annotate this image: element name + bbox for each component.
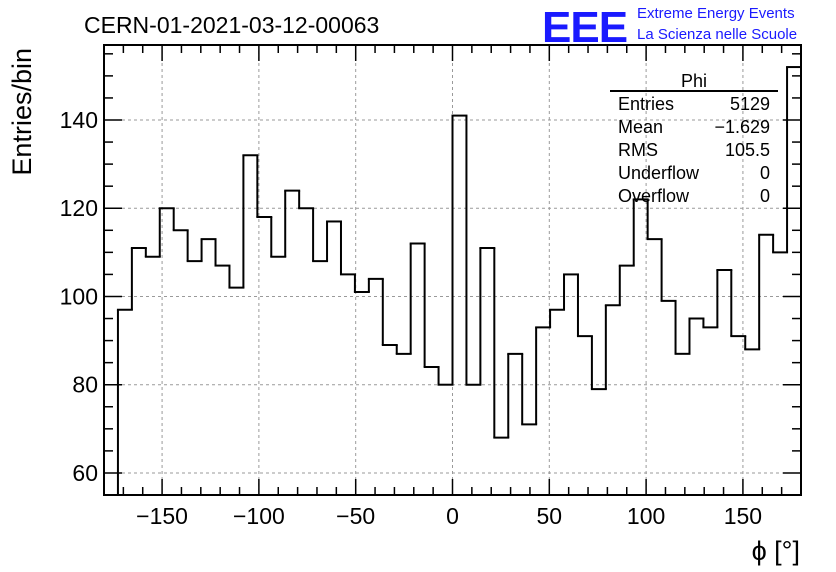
stats-label: RMS xyxy=(618,140,658,160)
stats-row-underflow: Underflow 0 xyxy=(618,163,770,183)
stats-value: −1.629 xyxy=(714,117,770,137)
histogram-bars xyxy=(103,66,802,496)
stats-value: 5129 xyxy=(730,94,770,114)
logo-line-1: Extreme Energy Events xyxy=(637,5,795,22)
y-tick-label: 140 xyxy=(60,107,98,133)
axis-ticks xyxy=(104,45,801,495)
y-tick-labels: 60 80 100 120 140 xyxy=(60,107,98,486)
chart-title: CERN-01-2021-03-12-00063 xyxy=(84,12,379,38)
eee-logo-mark: EEE xyxy=(542,3,627,52)
stats-label: Underflow xyxy=(618,163,700,183)
stats-row-rms: RMS 105.5 xyxy=(618,140,770,160)
x-axis-label: ϕ [°] xyxy=(752,536,800,566)
stats-label: Entries xyxy=(618,94,674,114)
stats-label: Mean xyxy=(618,117,663,137)
stats-box: Phi Entries 5129 Mean −1.629 RMS 105.5 U… xyxy=(610,71,778,206)
stats-label: Overflow xyxy=(618,186,690,206)
y-tick-label: 100 xyxy=(60,283,98,309)
x-tick-label: 150 xyxy=(724,503,762,529)
x-tick-label: −50 xyxy=(336,503,375,529)
stats-row-mean: Mean −1.629 xyxy=(618,117,770,137)
x-tick-label: −150 xyxy=(136,503,188,529)
x-tick-label: −100 xyxy=(233,503,285,529)
y-tick-label: 80 xyxy=(72,372,98,398)
stats-title: Phi xyxy=(681,71,707,91)
stats-row-entries: Entries 5129 xyxy=(618,94,770,114)
x-tick-label: 50 xyxy=(537,503,563,529)
stats-row-overflow: Overflow 0 xyxy=(618,186,770,206)
stats-value: 105.5 xyxy=(725,140,770,160)
y-tick-label: 120 xyxy=(60,195,98,221)
stats-value: 0 xyxy=(760,163,770,183)
stats-value: 0 xyxy=(760,186,770,206)
x-tick-labels: −150 −100 −50 0 50 100 150 xyxy=(136,503,762,529)
y-axis-label: Entries/bin xyxy=(7,48,37,176)
logo-line-2: La Scienza nelle Scuole xyxy=(637,26,797,43)
y-tick-label: 60 xyxy=(72,460,98,486)
x-tick-label: 100 xyxy=(627,503,665,529)
x-tick-label: 0 xyxy=(446,503,459,529)
